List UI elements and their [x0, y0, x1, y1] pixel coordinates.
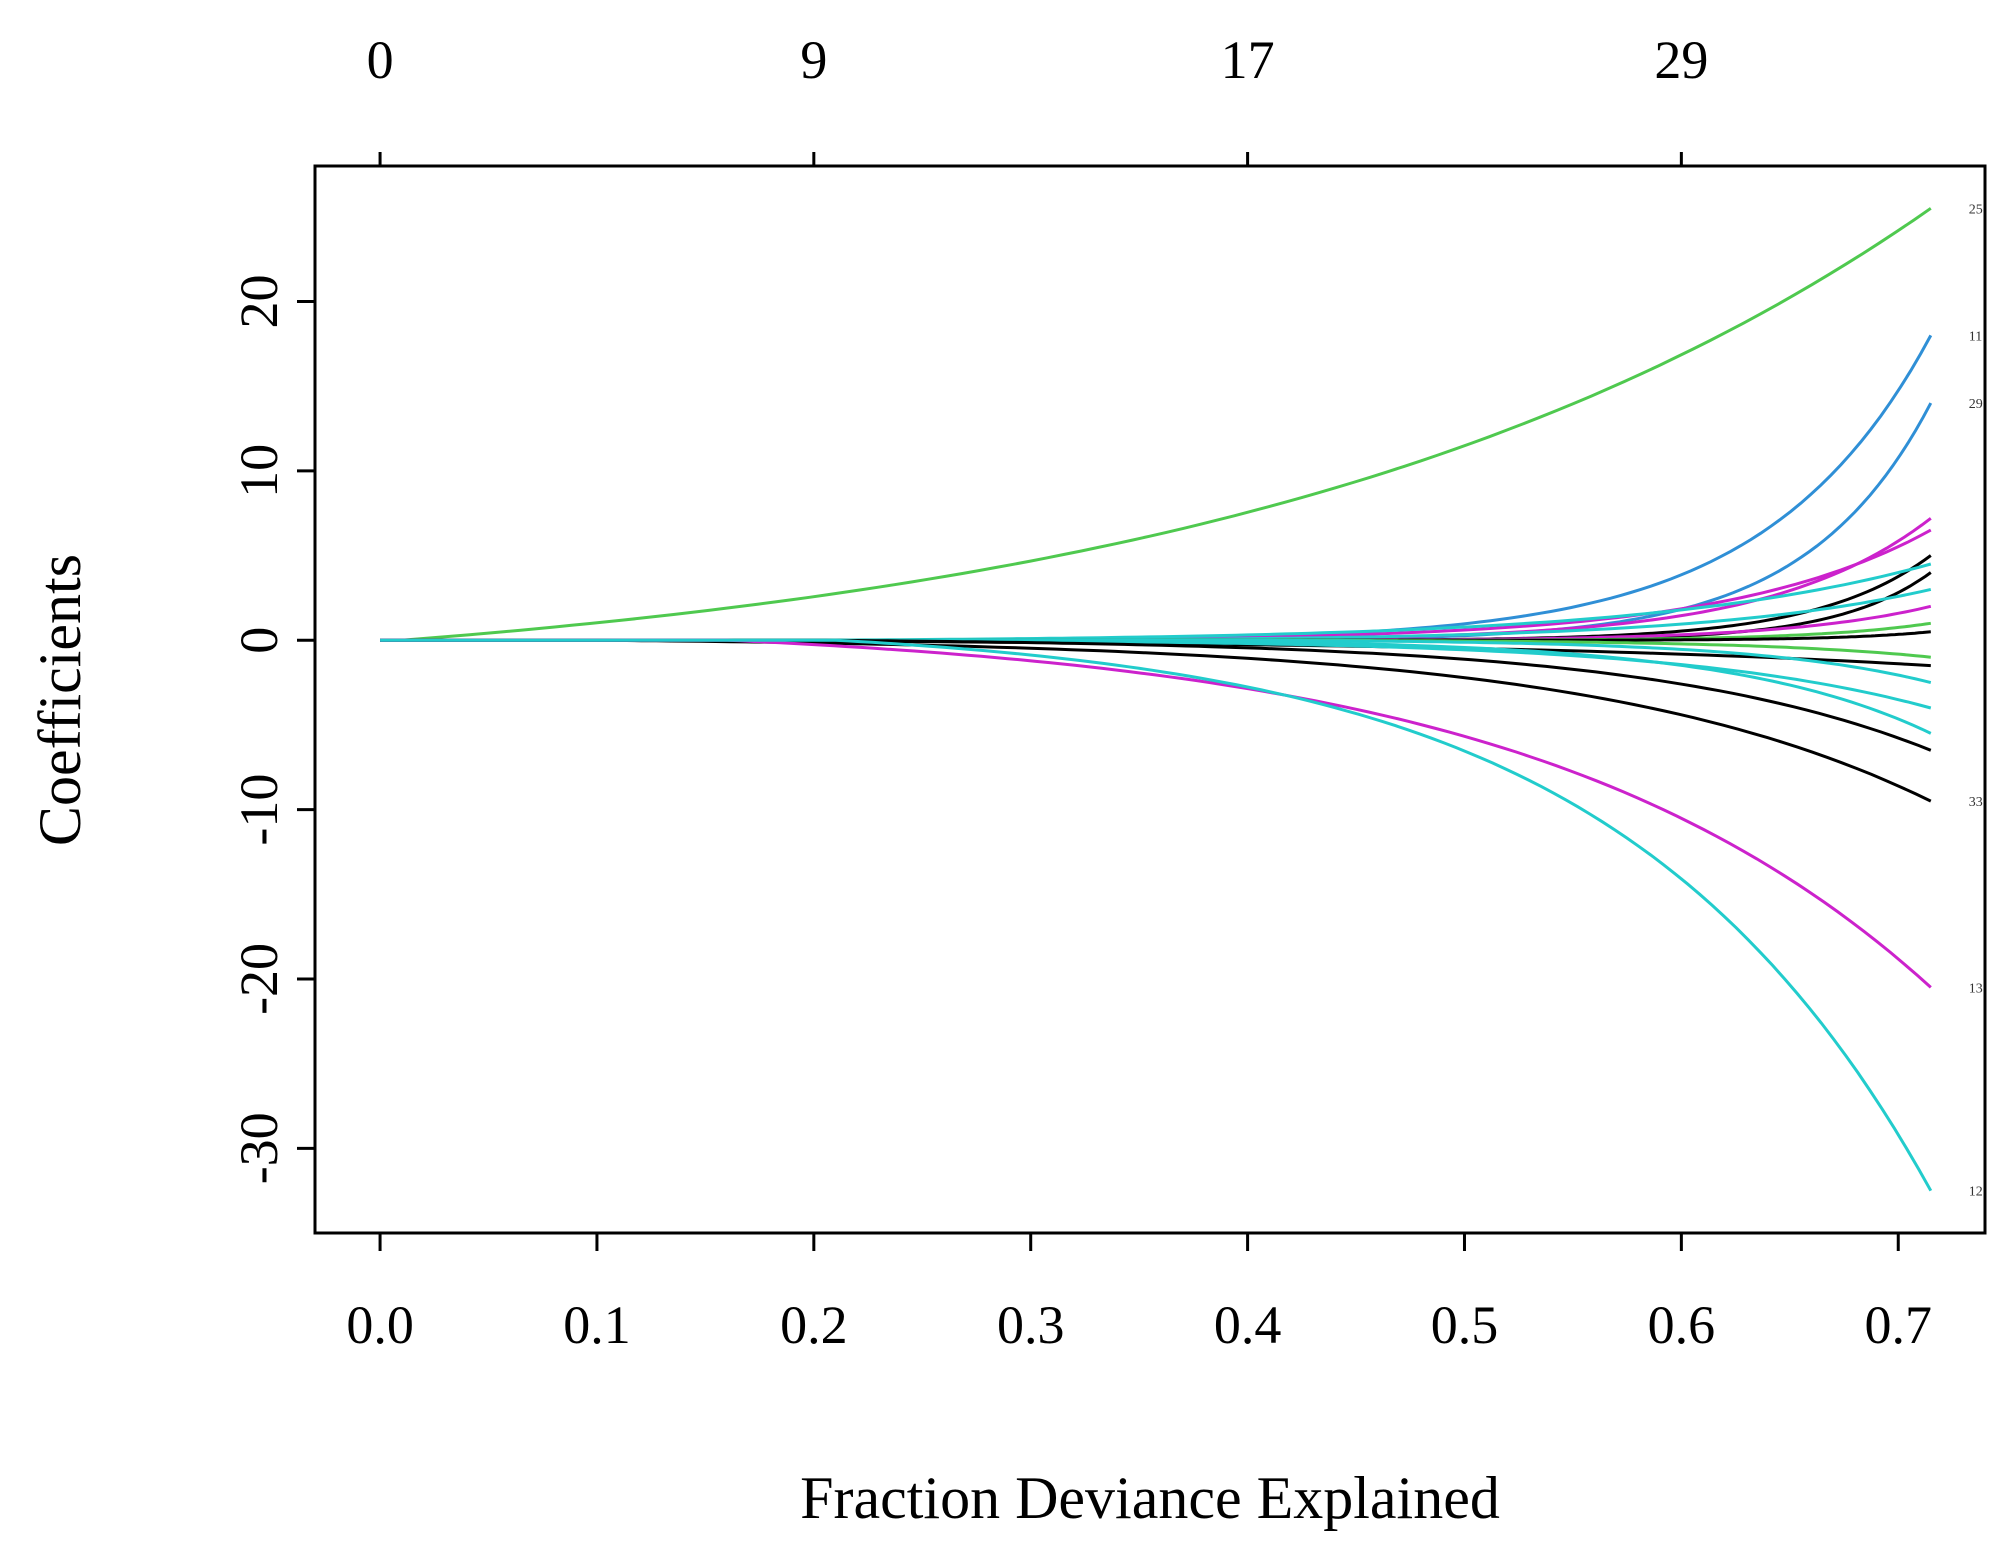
coefficient-path-13 [380, 638, 1932, 989]
y-tick-label: -30 [229, 1112, 289, 1184]
series-end-label: 25 [1969, 202, 1983, 217]
top-tick-label: 0 [367, 30, 394, 90]
y-axis-title: Coefficients [27, 554, 93, 846]
x-tick-label: 0.3 [997, 1295, 1065, 1355]
coefficient-path-s15 [380, 638, 1932, 685]
y-tick-label: -10 [229, 774, 289, 846]
x-tick-label: 0.4 [1214, 1295, 1282, 1355]
x-tick-label: 0.6 [1648, 1295, 1716, 1355]
axis-layer: 0.0 0.1 0.2 0.3 0.4 0.5 0.6 0.7 0 9 17 29 -30 -20 -10 0… [229, 30, 1932, 1355]
x-tick-label: 0.2 [780, 1295, 848, 1355]
series-end-label: 12 [1969, 1185, 1983, 1200]
x-tick-label: 0.1 [563, 1295, 631, 1355]
top-tick-label: 9 [800, 30, 827, 90]
y-tick-label: 20 [229, 274, 289, 328]
series-layer: 25 11 29 33 13 12 [380, 202, 1983, 1200]
series-end-label: 29 [1969, 397, 1983, 412]
coefficient-path-s12 [380, 630, 1931, 642]
coefficient-path-12 [380, 638, 1933, 1192]
x-tick-label: 0.0 [346, 1295, 414, 1355]
y-tick-label: 0 [229, 627, 289, 654]
x-axis-title: Fraction Deviance Explained [800, 1465, 1500, 1531]
coefficient-path-s17 [380, 638, 1932, 735]
plot-frame [313, 164, 1987, 1235]
x-tick-label: 0.5 [1431, 1295, 1499, 1355]
y-tick-label: 10 [229, 444, 289, 498]
series-end-label: 11 [1969, 329, 1982, 344]
top-tick-label: 29 [1654, 30, 1708, 90]
top-tick-label: 17 [1221, 30, 1275, 90]
series-end-label: 13 [1969, 981, 1983, 996]
coefficient-path-25 [380, 207, 1932, 642]
coefficient-path-s18 [380, 638, 1932, 752]
x-tick-label: 0.7 [1864, 1295, 1932, 1355]
y-tick-label: -20 [229, 943, 289, 1015]
series-end-label: 33 [1969, 795, 1983, 810]
